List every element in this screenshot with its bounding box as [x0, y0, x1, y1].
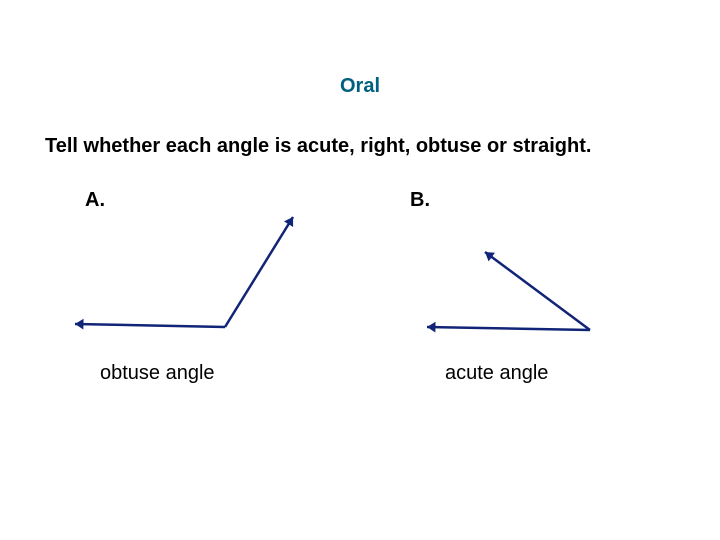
- panels-container: A. obtuse angle B. acute angle: [0, 159, 720, 385]
- page-title: Oral: [0, 0, 720, 98]
- panel-b-label: B.: [410, 189, 675, 212]
- instruction-text: Tell whether each angle is acute, right,…: [0, 98, 720, 159]
- angle-a-svg: [45, 212, 355, 352]
- panel-a-answer: obtuse angle: [100, 362, 360, 385]
- panel-b-diagram: [360, 212, 675, 352]
- panel-a-label: A.: [85, 189, 360, 212]
- panel-b: B. acute angle: [360, 189, 675, 385]
- angle-b-svg: [360, 212, 670, 352]
- panel-b-answer: acute angle: [445, 362, 675, 385]
- panel-a-diagram: [45, 212, 360, 352]
- panel-a: A. obtuse angle: [45, 189, 360, 385]
